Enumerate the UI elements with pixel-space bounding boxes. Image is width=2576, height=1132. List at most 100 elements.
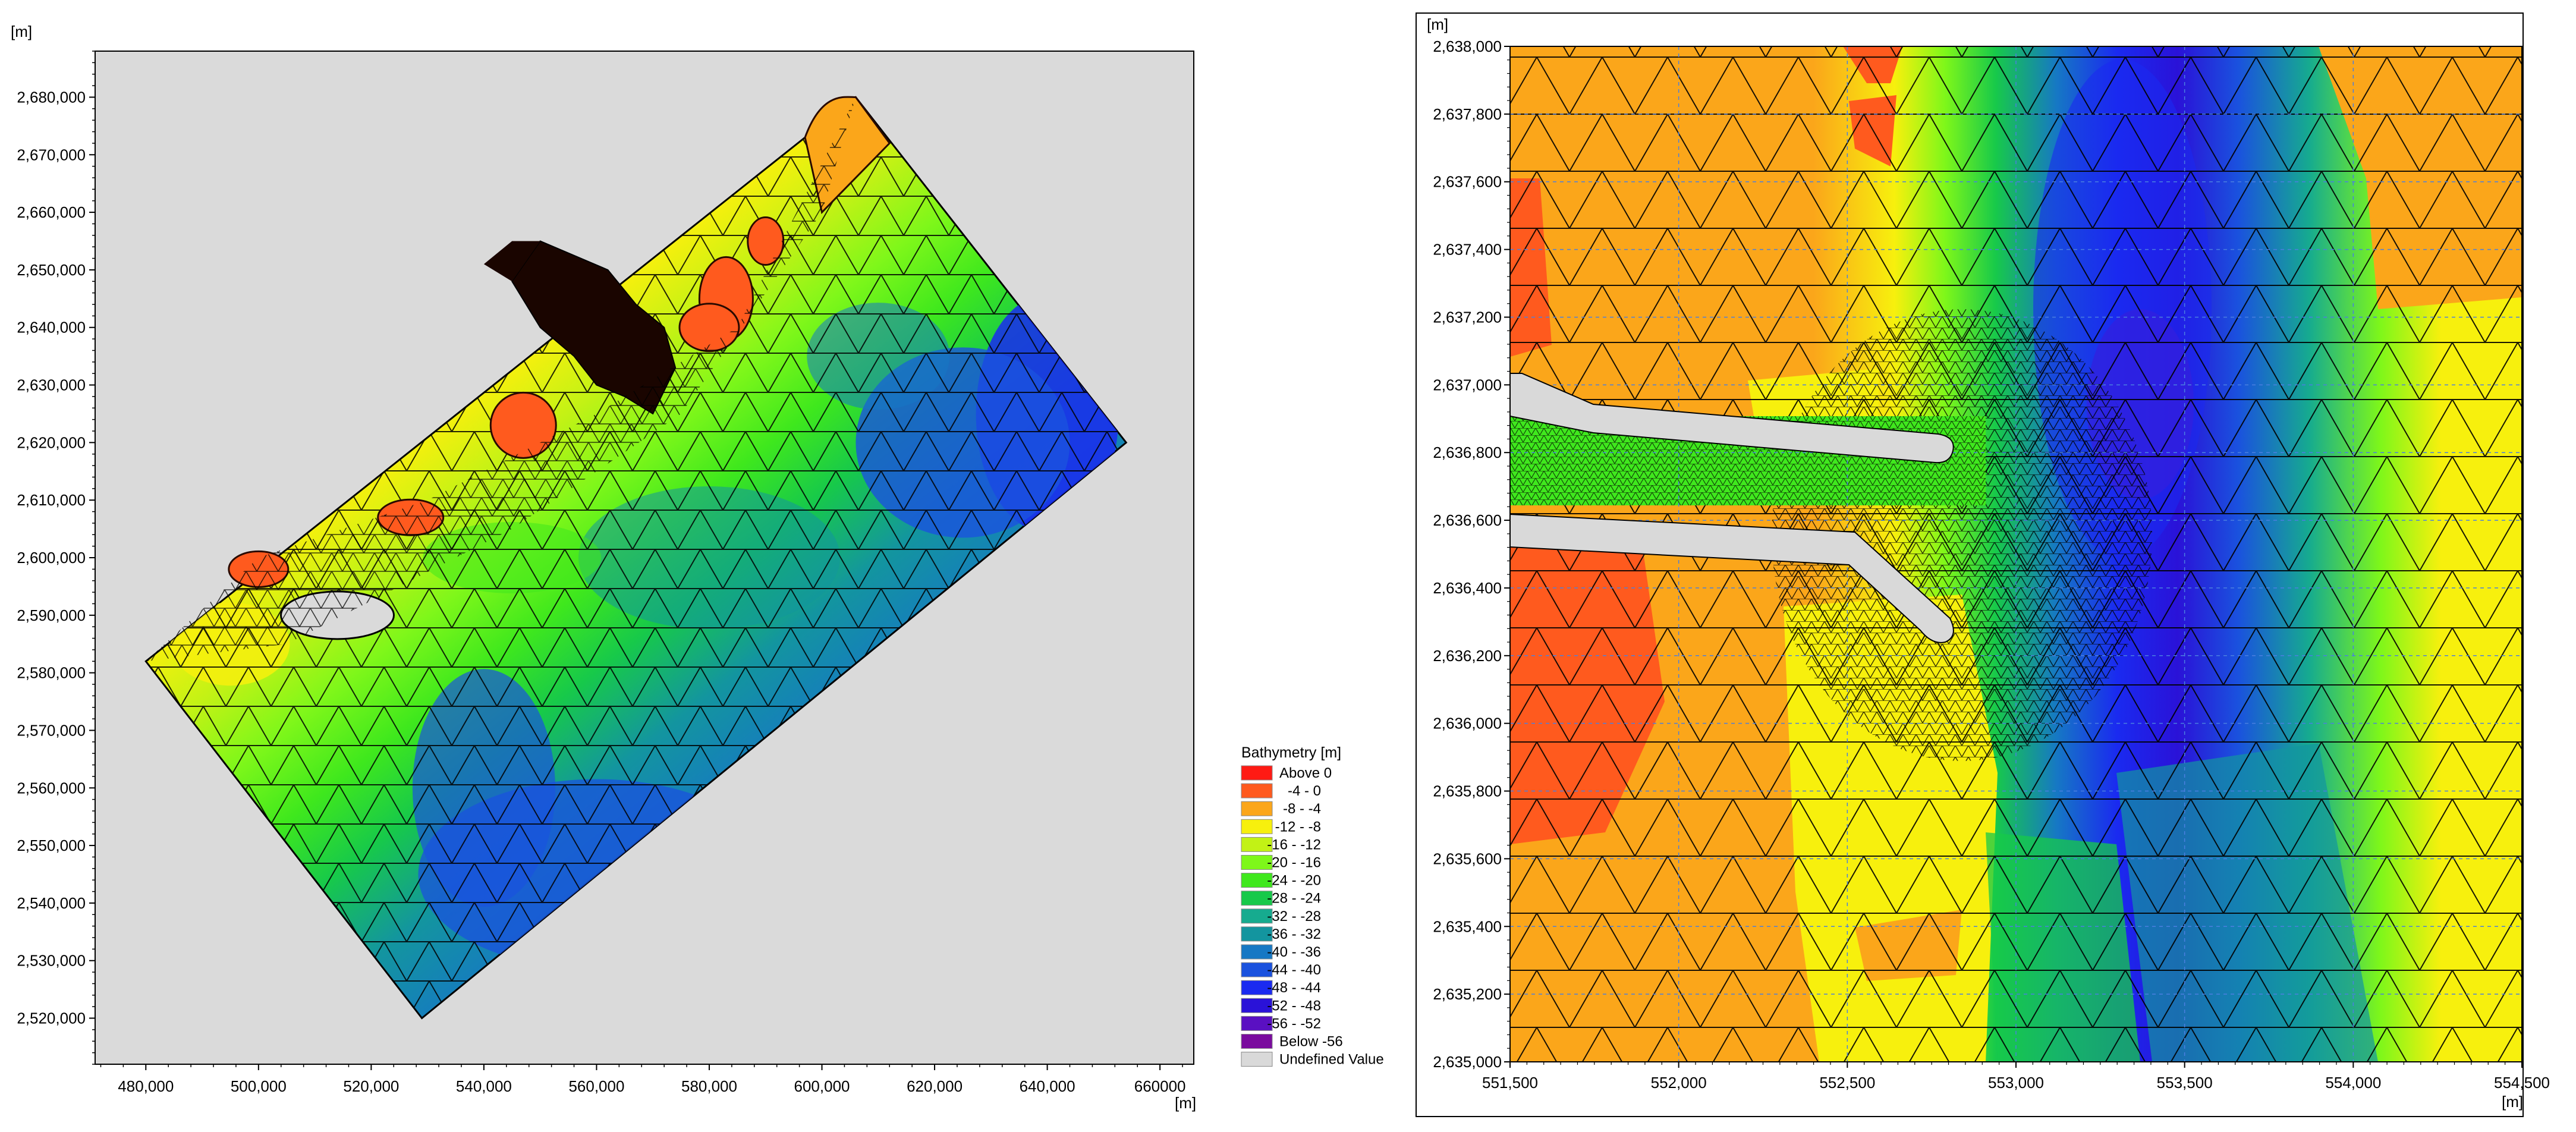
left-y-tick-label: 2,600,000	[17, 549, 86, 567]
right-y-tick-label: 2,637,800	[1433, 105, 1502, 123]
legend-label: Above 0	[1279, 765, 1332, 781]
legend-label: -8 - -4	[1283, 801, 1321, 817]
left-x-tick-label: 560,000	[568, 1077, 624, 1095]
legend-swatch	[1241, 1052, 1273, 1067]
left-x-unit: [m]	[1175, 1094, 1196, 1112]
right-x-tick-label: 554,500	[2494, 1074, 2550, 1092]
left-y-tick-label: 2,620,000	[17, 433, 86, 451]
left-y-tick-label: 2,660,000	[17, 203, 86, 221]
right-y-tick-label: 2,635,200	[1433, 985, 1502, 1003]
right-y-tick-label: 2,637,200	[1433, 308, 1502, 326]
legend-swatch	[1241, 855, 1273, 870]
right-x-tick-label: 551,500	[1482, 1074, 1538, 1092]
legend-label: -48 - -44	[1267, 980, 1321, 996]
right-y-tick-label: 2,638,000	[1433, 37, 1502, 55]
left-y-tick-label: 2,680,000	[17, 88, 86, 106]
breakwater-north	[1510, 373, 1954, 464]
left-y-tick-label: 2,670,000	[17, 146, 86, 163]
left-x-axis: 480,000 500,000 520,000 540,000 560,000 580,0…	[100, 1064, 1186, 1095]
right-y-axis: 2,638,000 2,637,800 2,637,600 2,637,400 2,63…	[1433, 37, 1510, 1071]
left-y-tick-label: 2,640,000	[17, 319, 86, 337]
left-x-tick-label: 520,000	[343, 1077, 399, 1095]
right-y-tick-label: 2,636,800	[1433, 444, 1502, 461]
left-y-tick-label: 2,560,000	[17, 779, 86, 797]
legend-swatch	[1241, 783, 1273, 798]
legend-label: -52 - -48	[1267, 998, 1321, 1014]
left-x-tick-label: 640,000	[1020, 1077, 1075, 1095]
right-y-tick-label: 2,635,600	[1433, 850, 1502, 867]
left-plot: 2,680,000 2,670,000 2,660,000 2,650,000 2,64…	[11, 23, 1196, 1112]
legend-swatch	[1241, 891, 1273, 906]
legend-label: -12 - -8	[1275, 819, 1321, 835]
right-y-tick-label: 2,636,000	[1433, 715, 1502, 732]
legend-swatch	[1241, 908, 1273, 924]
coast-fine-mesh	[146, 97, 856, 662]
right-x-axis: 551,500 552,000 552,500 553,000 553,500 554,0…	[1482, 1062, 2550, 1092]
left-x-tick-label: 540,000	[456, 1077, 512, 1095]
legend-label: -56 - -52	[1267, 1015, 1321, 1032]
legend-label: -44 - -40	[1267, 962, 1321, 978]
legend-swatch	[1241, 765, 1273, 781]
left-x-tick-label: 600,000	[794, 1077, 850, 1095]
coast-lobe-2	[678, 303, 740, 353]
legend-swatch	[1241, 980, 1273, 995]
left-coastline	[146, 96, 891, 662]
left-x-tick-label: 500,000	[231, 1077, 287, 1095]
right-y-tick-label: 2,637,400	[1433, 241, 1502, 259]
legend-label: Below -56	[1279, 1034, 1343, 1050]
legend-title: Bathymetry [m]	[1241, 744, 1341, 761]
legend-swatch	[1241, 962, 1273, 977]
left-y-tick-label: 2,520,000	[17, 1010, 86, 1027]
legend-label: -28 - -24	[1267, 891, 1321, 907]
right-y-unit: [m]	[1427, 15, 1448, 33]
legend-swatch	[1241, 837, 1273, 852]
legend-swatch	[1241, 1015, 1273, 1031]
left-y-tick-label: 2,630,000	[17, 376, 86, 394]
legend: Bathymetry [m] Above 0 -4 - 0 -8 - -4 -12 -…	[1241, 744, 1384, 1068]
right-x-unit: [m]	[2502, 1093, 2523, 1111]
right-x-tick-label: 553,000	[1988, 1074, 2044, 1092]
legend-label: -20 - -16	[1267, 855, 1321, 871]
left-y-tick-label: 2,610,000	[17, 491, 86, 509]
left-mesh-lines	[146, 97, 1127, 1018]
right-y-tick-label: 2,637,600	[1433, 173, 1502, 191]
right-mesh	[1510, 46, 2522, 1062]
legend-entries: Above 0 -4 - 0 -8 - -4 -12 - -8 -16 - -12 -20…	[1241, 765, 1384, 1068]
left-y-tick-label: 2,550,000	[17, 837, 86, 854]
left-x-tick-label: 620,000	[907, 1077, 963, 1095]
right-plot: 2,638,000 2,637,800 2,637,600 2,637,400 2,63…	[1416, 12, 2550, 1117]
right-y-tick-label: 2,635,400	[1433, 917, 1502, 935]
left-y-axis: 2,680,000 2,670,000 2,660,000 2,650,000 2,64…	[17, 51, 95, 1065]
legend-label: -40 - -36	[1267, 944, 1321, 960]
legend-swatch	[1241, 944, 1273, 960]
left-y-tick-label: 2,650,000	[17, 261, 86, 279]
legend-swatch	[1241, 1034, 1273, 1049]
right-x-tick-label: 552,000	[1651, 1074, 1707, 1092]
legend-swatch	[1241, 926, 1273, 942]
legend-label: -36 - -32	[1267, 926, 1321, 942]
right-y-tick-label: 2,635,000	[1433, 1053, 1502, 1071]
legend-label: Undefined Value	[1279, 1052, 1384, 1068]
breakwater-south	[1510, 513, 1954, 643]
left-x-tick-label: 480,000	[118, 1077, 174, 1095]
legend-swatch	[1241, 819, 1273, 834]
legend-label: -16 - -12	[1267, 837, 1321, 853]
left-y-tick-label: 2,540,000	[17, 894, 86, 912]
right-y-tick-label: 2,637,000	[1433, 376, 1502, 394]
right-x-tick-label: 553,500	[2157, 1074, 2213, 1092]
right-x-tick-label: 554,000	[2325, 1074, 2381, 1092]
legend-swatch	[1241, 873, 1273, 888]
legend-label: -24 - -20	[1267, 873, 1321, 889]
left-y-unit: [m]	[11, 23, 32, 40]
right-y-tick-label: 2,636,400	[1433, 579, 1502, 597]
right-frame	[1416, 12, 2524, 1117]
right-x-tick-label: 552,500	[1819, 1074, 1875, 1092]
legend-label: -4 - 0	[1288, 783, 1321, 799]
right-y-tick-label: 2,636,200	[1433, 647, 1502, 665]
right-y-tick-label: 2,636,600	[1433, 511, 1502, 529]
left-y-tick-label: 2,570,000	[17, 721, 86, 739]
left-x-tick-label: 580,000	[681, 1077, 737, 1095]
left-y-tick-label: 2,530,000	[17, 952, 86, 970]
legend-swatch	[1241, 998, 1273, 1013]
